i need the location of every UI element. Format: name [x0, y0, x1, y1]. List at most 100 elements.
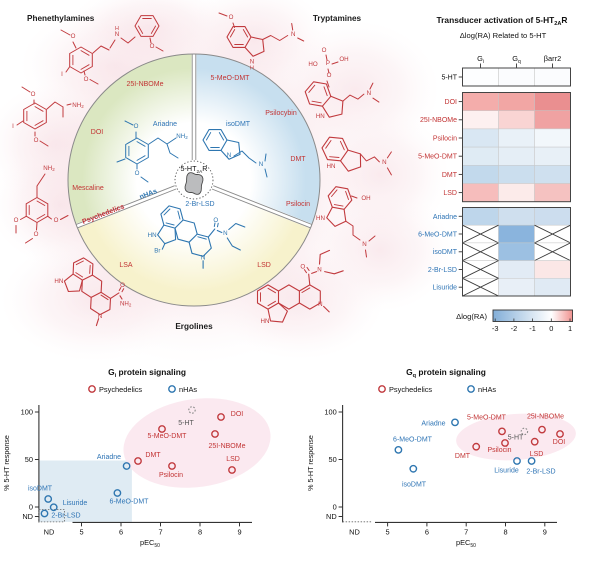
svg-text:LSD: LSD	[443, 190, 457, 197]
svg-text:Gi protein signaling: Gi protein signaling	[108, 367, 186, 379]
svg-text:5-MeO-DMT: 5-MeO-DMT	[418, 154, 458, 161]
svg-text:Ariadne: Ariadne	[97, 454, 121, 461]
svg-text:N: N	[115, 31, 119, 38]
svg-text:ND: ND	[349, 528, 360, 537]
svg-text:9: 9	[543, 528, 547, 537]
svg-text:Δlog(RA): Δlog(RA)	[456, 312, 487, 321]
svg-text:N: N	[318, 301, 322, 308]
svg-text:O: O	[84, 76, 89, 83]
svg-text:N: N	[367, 90, 371, 97]
svg-text:Ariadne: Ariadne	[153, 121, 177, 128]
svg-text:O: O	[322, 47, 327, 54]
svg-text:O: O	[300, 264, 305, 271]
svg-text:6-MeO-DMT: 6-MeO-DMT	[393, 437, 433, 444]
svg-text:25I-NBOMe: 25I-NBOMe	[527, 414, 564, 421]
svg-text:N: N	[362, 241, 366, 248]
svg-text:Lisuride: Lisuride	[494, 468, 519, 475]
svg-text:O: O	[229, 14, 234, 21]
svg-text:% 5-HT response: % 5-HT response	[306, 435, 315, 491]
svg-text:50: 50	[328, 455, 336, 464]
svg-text:I: I	[12, 123, 14, 130]
svg-text:25I-NBOMe: 25I-NBOMe	[127, 81, 164, 88]
svg-text:5-MeO-DMT: 5-MeO-DMT	[148, 433, 188, 440]
svg-text:5-HT: 5-HT	[441, 74, 457, 81]
svg-text:LSA: LSA	[119, 262, 133, 269]
svg-text:100: 100	[324, 408, 336, 417]
svg-text:HO: HO	[308, 61, 317, 68]
svg-text:DMT: DMT	[290, 156, 306, 163]
svg-text:N: N	[223, 230, 227, 237]
svg-text:nHAs: nHAs	[179, 385, 197, 394]
svg-text:6-MeO-DMT: 6-MeO-DMT	[418, 231, 458, 238]
svg-text:Phenethylamines: Phenethylamines	[27, 14, 95, 23]
svg-text:OH: OH	[339, 56, 348, 63]
svg-text:7: 7	[158, 528, 162, 537]
svg-text:O: O	[71, 33, 76, 40]
svg-text:Ariadne: Ariadne	[421, 421, 445, 428]
svg-text:Transducer activation of 5-HT2: Transducer activation of 5-HT2AR	[437, 15, 568, 27]
svg-text:isoDMT: isoDMT	[433, 249, 458, 256]
svg-text:O: O	[150, 43, 155, 50]
svg-text:LSD: LSD	[530, 451, 544, 458]
svg-text:HN: HN	[54, 278, 63, 285]
svg-text:9: 9	[237, 528, 241, 537]
svg-text:HN: HN	[327, 163, 336, 170]
svg-text:5: 5	[79, 528, 83, 537]
svg-text:N: N	[201, 255, 205, 262]
svg-text:O: O	[34, 137, 39, 144]
svg-text:isoDMT: isoDMT	[28, 486, 53, 493]
svg-text:HN: HN	[316, 113, 325, 120]
svg-text:N: N	[382, 159, 386, 166]
svg-text:H: H	[115, 26, 119, 32]
svg-text:Psilocybin: Psilocybin	[265, 110, 297, 117]
svg-text:DOI: DOI	[91, 129, 104, 136]
svg-text:nHAs: nHAs	[478, 385, 496, 394]
svg-text:isoDMT: isoDMT	[402, 482, 427, 489]
svg-text:P: P	[326, 60, 330, 67]
svg-text:N: N	[250, 58, 254, 65]
svg-text:6-MeO-DMT: 6-MeO-DMT	[110, 499, 150, 506]
svg-text:% 5-HT response: % 5-HT response	[2, 435, 11, 491]
svg-text:ND: ND	[44, 528, 55, 537]
svg-text:O: O	[135, 170, 140, 177]
svg-text:ND: ND	[326, 512, 337, 521]
svg-text:5-MeO-DMT: 5-MeO-DMT	[467, 415, 507, 422]
svg-text:I: I	[61, 71, 63, 78]
svg-text:Tryptamines: Tryptamines	[313, 14, 362, 23]
svg-text:DOI: DOI	[553, 439, 566, 446]
svg-text:NH2: NH2	[72, 102, 84, 109]
svg-text:Psychedelics: Psychedelics	[389, 385, 432, 394]
svg-text:DOI: DOI	[445, 99, 458, 106]
svg-text:HN: HN	[148, 232, 157, 239]
svg-text:7: 7	[464, 528, 468, 537]
svg-text:O: O	[54, 217, 59, 224]
svg-text:0: 0	[333, 503, 337, 512]
svg-text:100: 100	[21, 408, 33, 417]
svg-text:25I-NBOMe: 25I-NBOMe	[209, 443, 246, 450]
svg-text:NH2: NH2	[43, 165, 55, 172]
svg-text:2-Br-LSD: 2-Br-LSD	[51, 513, 80, 520]
svg-text:N: N	[291, 31, 295, 38]
svg-text:5-HT: 5-HT	[508, 435, 524, 442]
svg-text:8: 8	[503, 528, 507, 537]
svg-text:O: O	[134, 123, 139, 130]
svg-text:LSD: LSD	[226, 456, 240, 463]
svg-text:Δlog(RA) Related to 5-HT: Δlog(RA) Related to 5-HT	[460, 31, 547, 40]
svg-text:pEC50: pEC50	[456, 538, 476, 549]
svg-text:-1: -1	[529, 324, 536, 333]
svg-text:25I-NBOMe: 25I-NBOMe	[420, 117, 457, 124]
svg-text:5-MeO-DMT: 5-MeO-DMT	[211, 75, 251, 82]
svg-text:Ariadne: Ariadne	[433, 214, 457, 221]
svg-text:2-Br-LSD: 2-Br-LSD	[185, 201, 214, 208]
svg-text:N: N	[317, 266, 321, 273]
svg-text:NH2: NH2	[120, 300, 132, 307]
svg-text:0: 0	[549, 324, 553, 333]
svg-text:O: O	[14, 217, 19, 224]
svg-text:1: 1	[568, 324, 572, 333]
svg-text:5-HT: 5-HT	[178, 420, 194, 427]
svg-text:ND: ND	[22, 512, 33, 521]
svg-text:O: O	[327, 72, 332, 79]
svg-text:isoDMT: isoDMT	[226, 121, 251, 128]
svg-text:NH2: NH2	[176, 133, 188, 140]
svg-text:0: 0	[29, 503, 33, 512]
